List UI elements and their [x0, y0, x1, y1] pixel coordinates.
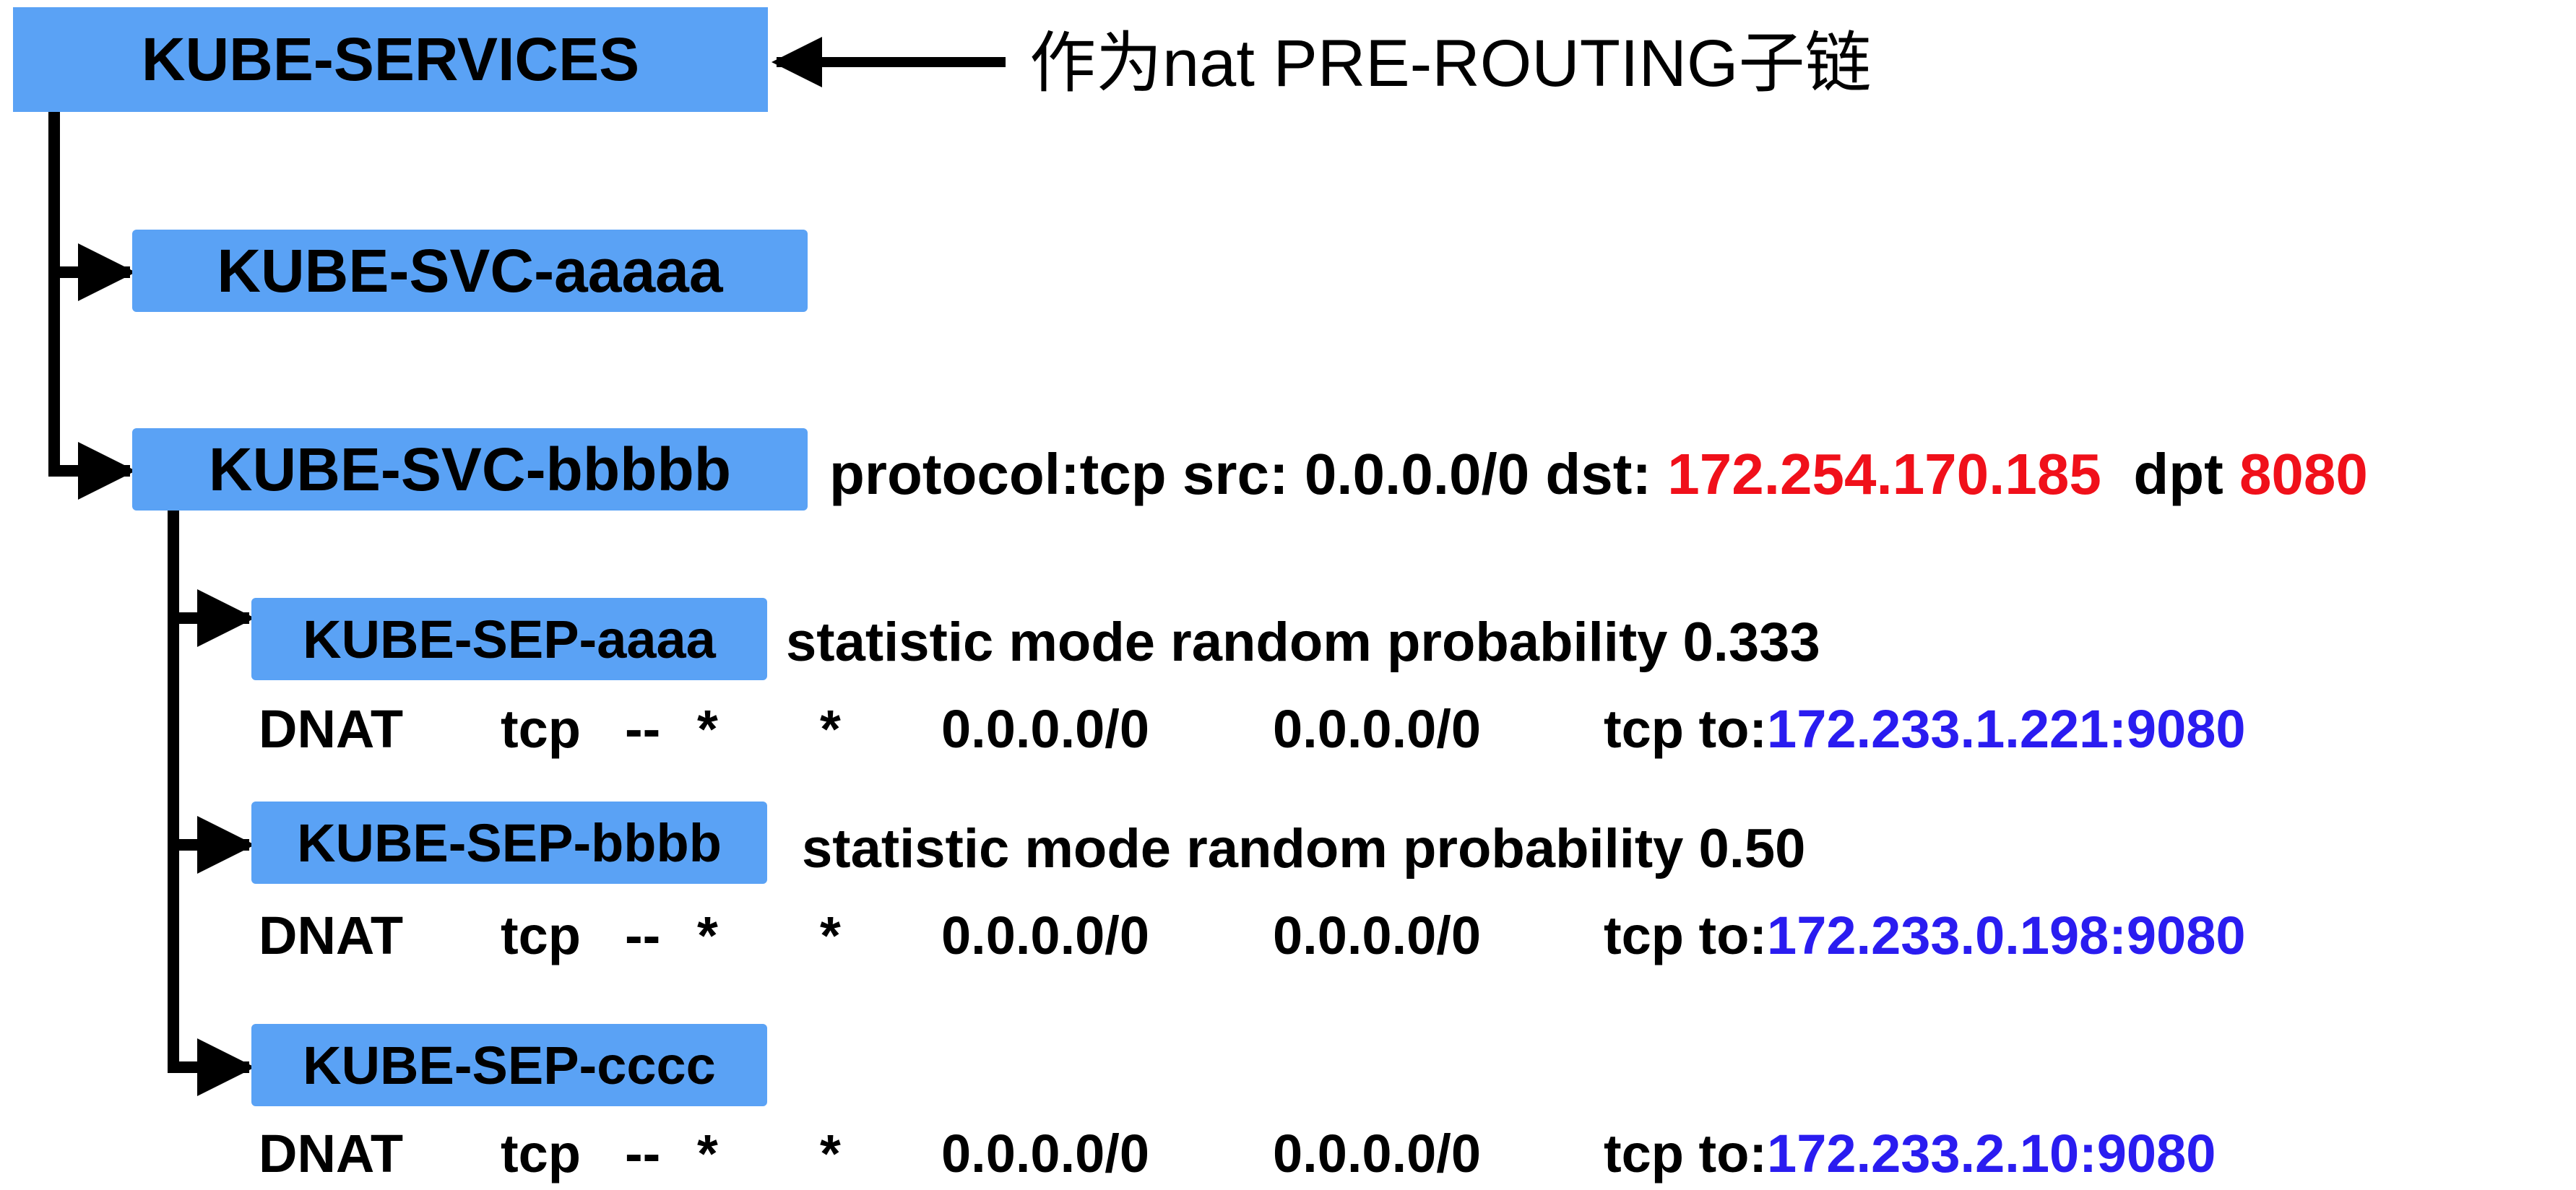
sep-bbbb-statistic: statistic mode random probability 0.50 [802, 818, 1806, 880]
dnat-in: * [697, 699, 718, 759]
kube-svc-bbbbb-box: KUBE-SVC-bbbbb [132, 428, 808, 511]
dnat-to-label: tcp to: [1604, 699, 1768, 759]
dnat-src: 0.0.0.0/0 [941, 1124, 1150, 1184]
dnat-opt: -- [625, 905, 661, 965]
rule-dst-ip: 172.254.170.185 [1667, 442, 2101, 506]
dnat-to-address: 172.233.2.10:9080 [1767, 1124, 2216, 1184]
kube-svc-bbbbb-label: KUBE-SVC-bbbbb [208, 435, 732, 503]
dnat-in: * [697, 1124, 718, 1184]
kube-services-label: KUBE-SERVICES [141, 25, 640, 93]
dnat-to-label: tcp to: [1604, 1124, 1768, 1184]
kube-sep-bbbb-box: KUBE-SEP-bbbb [251, 802, 767, 884]
dnat-target: DNAT [259, 699, 404, 759]
kube-sep-aaaa-label: KUBE-SEP-aaaa [303, 609, 716, 669]
dnat-to-address: 172.233.0.198:9080 [1767, 905, 2246, 965]
dnat-prot: tcp [501, 1124, 581, 1184]
dnat-prot: tcp [501, 905, 581, 965]
rule-prefix: protocol:tcp src: 0.0.0.0/0 dst: [829, 442, 1668, 506]
dnat-dst: 0.0.0.0/0 [1273, 1124, 1482, 1184]
dnat-to: tcp to:172.233.2.10:9080 [1604, 1123, 2216, 1184]
dnat-prot: tcp [501, 699, 581, 759]
dnat-opt: -- [625, 699, 661, 759]
kube-sep-cccc-box: KUBE-SEP-cccc [251, 1024, 767, 1106]
dnat-to: tcp to:172.233.0.198:9080 [1604, 905, 2246, 966]
sep-aaaa-statistic: statistic mode random probability 0.333 [786, 612, 1820, 673]
dnat-to: tcp to:172.233.1.221:9080 [1604, 698, 2246, 760]
dnat-dst: 0.0.0.0/0 [1273, 699, 1482, 759]
kube-sep-aaaa-box: KUBE-SEP-aaaa [251, 598, 767, 680]
kube-sep-bbbb-label: KUBE-SEP-bbbb [297, 812, 722, 873]
kube-svc-aaaaa-label: KUBE-SVC-aaaaa [217, 236, 723, 305]
dnat-out: * [820, 699, 841, 759]
dnat-to-address: 172.233.1.221:9080 [1767, 699, 2246, 759]
dnat-src: 0.0.0.0/0 [941, 699, 1150, 759]
kube-services-box: KUBE-SERVICES [13, 7, 768, 112]
rule-dpt-label: dpt [2133, 442, 2239, 506]
dnat-out: * [820, 905, 841, 965]
dnat-target: DNAT [259, 1124, 404, 1184]
dnat-to-label: tcp to: [1604, 905, 1768, 965]
svc-bbbbb-rule: protocol:tcp src: 0.0.0.0/0 dst: 172.254… [829, 442, 2368, 507]
rule-dpt-port: 8080 [2239, 442, 2368, 506]
dnat-src: 0.0.0.0/0 [941, 905, 1150, 965]
kube-svc-aaaaa-box: KUBE-SVC-aaaaa [132, 230, 808, 312]
dnat-opt: -- [625, 1124, 661, 1184]
dnat-dst: 0.0.0.0/0 [1273, 905, 1482, 965]
dnat-in: * [697, 905, 718, 965]
nat-prerouting-note: 作为nat PRE-ROUTING子链 [1029, 27, 1872, 100]
kube-sep-cccc-label: KUBE-SEP-cccc [303, 1035, 716, 1095]
dnat-target: DNAT [259, 905, 404, 965]
dnat-out: * [820, 1124, 841, 1184]
